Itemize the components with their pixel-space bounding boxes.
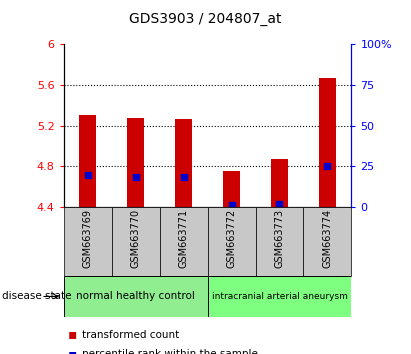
Text: ▪: ▪ [68, 347, 77, 354]
Bar [319, 78, 336, 207]
Bar [223, 171, 240, 207]
Text: normal healthy control: normal healthy control [76, 291, 195, 302]
Bar [208, 276, 351, 317]
Bar [127, 118, 144, 207]
Text: ▪: ▪ [68, 327, 77, 342]
Bar [79, 115, 96, 207]
Bar [208, 207, 256, 276]
Bar [303, 207, 351, 276]
Bar [159, 207, 208, 276]
Text: GSM663772: GSM663772 [226, 209, 236, 268]
Text: GSM663773: GSM663773 [275, 209, 284, 268]
Bar [112, 207, 159, 276]
Text: intracranial arterial aneurysm: intracranial arterial aneurysm [212, 292, 347, 301]
Text: GSM663769: GSM663769 [83, 209, 92, 268]
Bar [256, 207, 303, 276]
Text: transformed count: transformed count [82, 330, 180, 339]
Bar [271, 159, 288, 207]
Text: GSM663771: GSM663771 [179, 209, 189, 268]
Text: GSM663774: GSM663774 [323, 209, 332, 268]
Text: GSM663770: GSM663770 [131, 209, 141, 268]
Bar [64, 276, 208, 317]
Text: percentile rank within the sample: percentile rank within the sample [82, 349, 258, 354]
Bar [64, 207, 112, 276]
Text: GDS3903 / 204807_at: GDS3903 / 204807_at [129, 12, 282, 27]
Text: disease state: disease state [2, 291, 72, 302]
Bar [175, 119, 192, 207]
